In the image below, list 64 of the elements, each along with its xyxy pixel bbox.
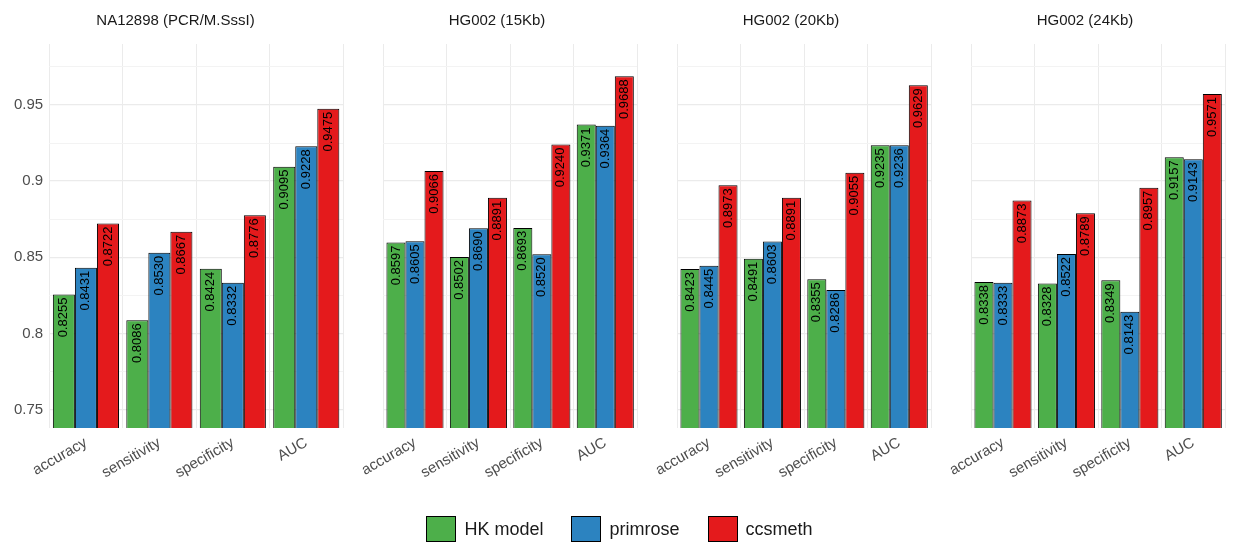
data-label: 0.8530 xyxy=(150,255,166,296)
data-label: 0.8957 xyxy=(1140,190,1156,231)
data-label: 0.8522 xyxy=(1057,256,1073,297)
data-label: 0.9235 xyxy=(871,148,887,189)
data-label: 0.8431 xyxy=(77,270,93,311)
data-label: 0.9143 xyxy=(1184,162,1200,203)
data-label: 0.8605 xyxy=(406,244,422,285)
data-label: 0.8973 xyxy=(719,188,735,228)
data-label: 0.8502 xyxy=(450,259,466,300)
chart-title: HG002 (24Kb) xyxy=(1036,11,1134,29)
data-label: 0.9571 xyxy=(1203,97,1219,137)
data-label: 0.9066 xyxy=(425,174,441,214)
y-tick-label: 0.9 xyxy=(22,171,44,189)
data-label: 0.8255 xyxy=(55,297,71,338)
data-label: 0.8338 xyxy=(975,284,991,325)
data-label: 0.8424 xyxy=(202,271,218,312)
data-label: 0.8891 xyxy=(783,200,799,241)
data-label: 0.9095 xyxy=(275,169,291,210)
data-label: 0.8328 xyxy=(1038,286,1054,327)
legend-label: primrose xyxy=(609,518,680,540)
x-tick-label: AUC xyxy=(1160,433,1197,464)
data-label: 0.8423 xyxy=(681,272,697,312)
data-label: 0.8873 xyxy=(1013,203,1029,244)
data-label: 0.8143 xyxy=(1121,314,1137,355)
data-label: 0.8722 xyxy=(99,226,115,267)
data-label: 0.8693 xyxy=(514,230,530,271)
y-tick-label: 0.8 xyxy=(22,323,44,341)
data-label: 0.8789 xyxy=(1077,216,1093,257)
chart-title: HG002 (15Kb) xyxy=(448,11,546,29)
y-tick-label: 0.85 xyxy=(13,247,44,265)
x-tick-label: AUC xyxy=(866,433,903,464)
data-label: 0.8520 xyxy=(533,257,549,297)
data-label: 0.8491 xyxy=(744,261,760,302)
legend-label: HK model xyxy=(464,518,544,540)
legend-label: ccsmeth xyxy=(745,518,813,540)
chart-title: HG002 (20Kb) xyxy=(742,11,840,29)
data-label: 0.8333 xyxy=(994,285,1010,326)
data-label: 0.9688 xyxy=(615,79,631,120)
data-label: 0.8891 xyxy=(489,200,505,241)
data-label: 0.8349 xyxy=(1102,283,1118,324)
data-label: 0.9228 xyxy=(297,149,313,190)
data-label: 0.8597 xyxy=(387,245,403,286)
data-label: 0.9364 xyxy=(596,128,612,169)
y-tick-label: 0.75 xyxy=(13,399,44,417)
data-label: 0.8667 xyxy=(172,234,188,275)
y-tick-label: 0.95 xyxy=(13,95,44,113)
x-tick-label: AUC xyxy=(572,433,609,464)
data-label: 0.8086 xyxy=(128,323,144,364)
data-label: 0.9240 xyxy=(552,147,568,188)
data-label: 0.9157 xyxy=(1165,160,1181,200)
data-label: 0.9475 xyxy=(319,111,335,152)
x-tick-label: AUC xyxy=(273,433,310,464)
data-label: 0.9629 xyxy=(909,88,925,129)
data-label: 0.8286 xyxy=(827,292,843,333)
data-label: 0.8776 xyxy=(246,218,262,258)
data-label: 0.8445 xyxy=(700,268,716,309)
data-label: 0.8355 xyxy=(808,282,824,323)
data-label: 0.9055 xyxy=(846,175,862,216)
data-label: 0.9236 xyxy=(890,148,906,188)
data-label: 0.8690 xyxy=(469,231,485,272)
data-label: 0.8603 xyxy=(763,244,779,285)
chart-title: NA12898 (PCR/M.SssI) xyxy=(96,11,255,29)
data-label: 0.9371 xyxy=(577,127,593,168)
data-label: 0.8332 xyxy=(224,285,240,326)
